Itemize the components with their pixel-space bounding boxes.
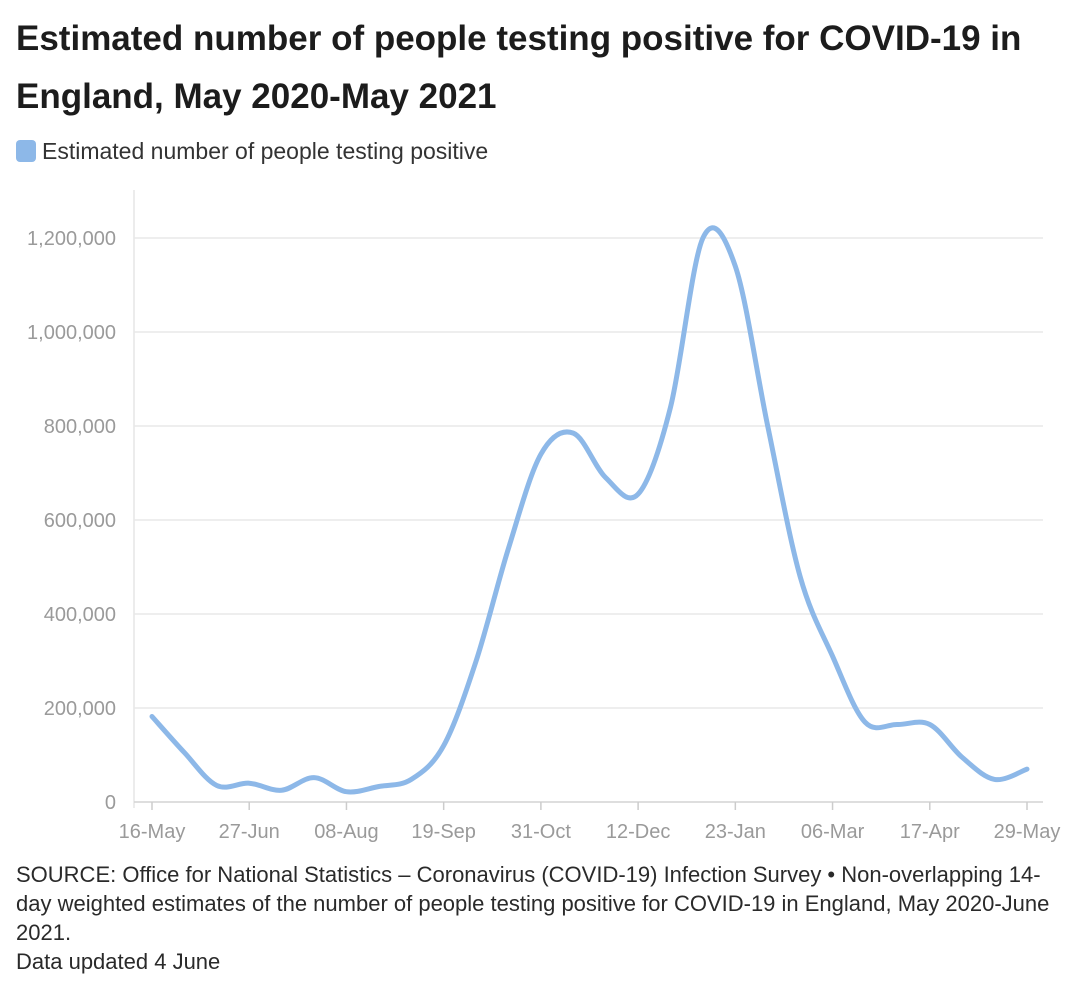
- data-point[interactable]: [729, 260, 741, 272]
- data-point[interactable]: [438, 740, 450, 752]
- grid-lines: [133, 190, 1043, 810]
- source-note: SOURCE: Office for National Statistics –…: [16, 862, 1050, 945]
- y-axis-tick-labels: 0 200,000 400,000 600,000 800,000 1,000,000 1,…: [27, 228, 116, 814]
- data-point[interactable]: [891, 718, 903, 730]
- data-point[interactable]: [308, 772, 320, 784]
- data-point[interactable]: [535, 448, 547, 460]
- x-tick-label: 12-Dec: [606, 821, 670, 843]
- data-point[interactable]: [827, 650, 839, 662]
- x-tick-label: 31-Oct: [511, 821, 571, 843]
- x-axis-tick-labels: 16-May 27-Jun 08-Aug 19-Sep 31-Oct 12-Dec 23-J…: [119, 821, 1061, 843]
- y-tick-label: 600,000: [44, 510, 116, 532]
- x-tick-label: 23-Jan: [705, 821, 766, 843]
- data-point[interactable]: [178, 747, 190, 759]
- legend: Estimated number of people testing posit…: [16, 136, 488, 166]
- y-tick-label: 1,200,000: [27, 228, 116, 250]
- line-chart: 0 200,000 400,000 600,000 800,000 1,000,000 1,…: [27, 190, 1061, 843]
- series-layer: [146, 225, 1033, 798]
- data-point[interactable]: [924, 718, 936, 730]
- data-point[interactable]: [405, 773, 417, 785]
- data-point[interactable]: [502, 542, 514, 554]
- data-point[interactable]: [665, 401, 677, 413]
- series-line: [149, 225, 1030, 795]
- data-point[interactable]: [470, 655, 482, 667]
- y-tick-label: 400,000: [44, 604, 116, 626]
- y-tick-label: 200,000: [44, 698, 116, 720]
- data-point[interactable]: [340, 786, 352, 798]
- data-point[interactable]: [989, 773, 1001, 785]
- data-point[interactable]: [146, 710, 158, 722]
- legend-label: Estimated number of people testing posit…: [42, 137, 489, 164]
- y-tick-label: 1,000,000: [27, 322, 116, 344]
- x-tick-label: 19-Sep: [411, 821, 476, 843]
- data-point[interactable]: [243, 777, 255, 789]
- data-point[interactable]: [373, 780, 385, 792]
- y-tick-label: 800,000: [44, 416, 116, 438]
- data-point[interactable]: [697, 232, 709, 244]
- data-point[interactable]: [600, 472, 612, 484]
- x-tick-label: 16-May: [119, 821, 186, 843]
- x-tick-label: 29-May: [994, 821, 1061, 843]
- data-updated-note: Data updated 4 June: [16, 949, 221, 974]
- chart-title: Estimated number of people testing posit…: [16, 19, 1022, 116]
- x-tick-label: 06-Mar: [801, 821, 865, 843]
- data-point[interactable]: [859, 716, 871, 728]
- x-tick-label: 27-Jun: [219, 821, 280, 843]
- y-tick-label: 0: [105, 792, 116, 814]
- data-point[interactable]: [211, 780, 223, 792]
- x-tick-label: 17-Apr: [900, 821, 960, 843]
- legend-swatch: [16, 140, 36, 162]
- data-point[interactable]: [632, 488, 644, 500]
- data-point[interactable]: [567, 427, 579, 439]
- x-tick-label: 08-Aug: [314, 821, 379, 843]
- data-point[interactable]: [1021, 763, 1033, 775]
- data-point[interactable]: [956, 751, 968, 763]
- data-point[interactable]: [762, 420, 774, 432]
- chart-footer: SOURCE: Office for National Statistics –…: [16, 860, 1066, 976]
- data-point[interactable]: [276, 784, 288, 796]
- data-point[interactable]: [794, 570, 806, 582]
